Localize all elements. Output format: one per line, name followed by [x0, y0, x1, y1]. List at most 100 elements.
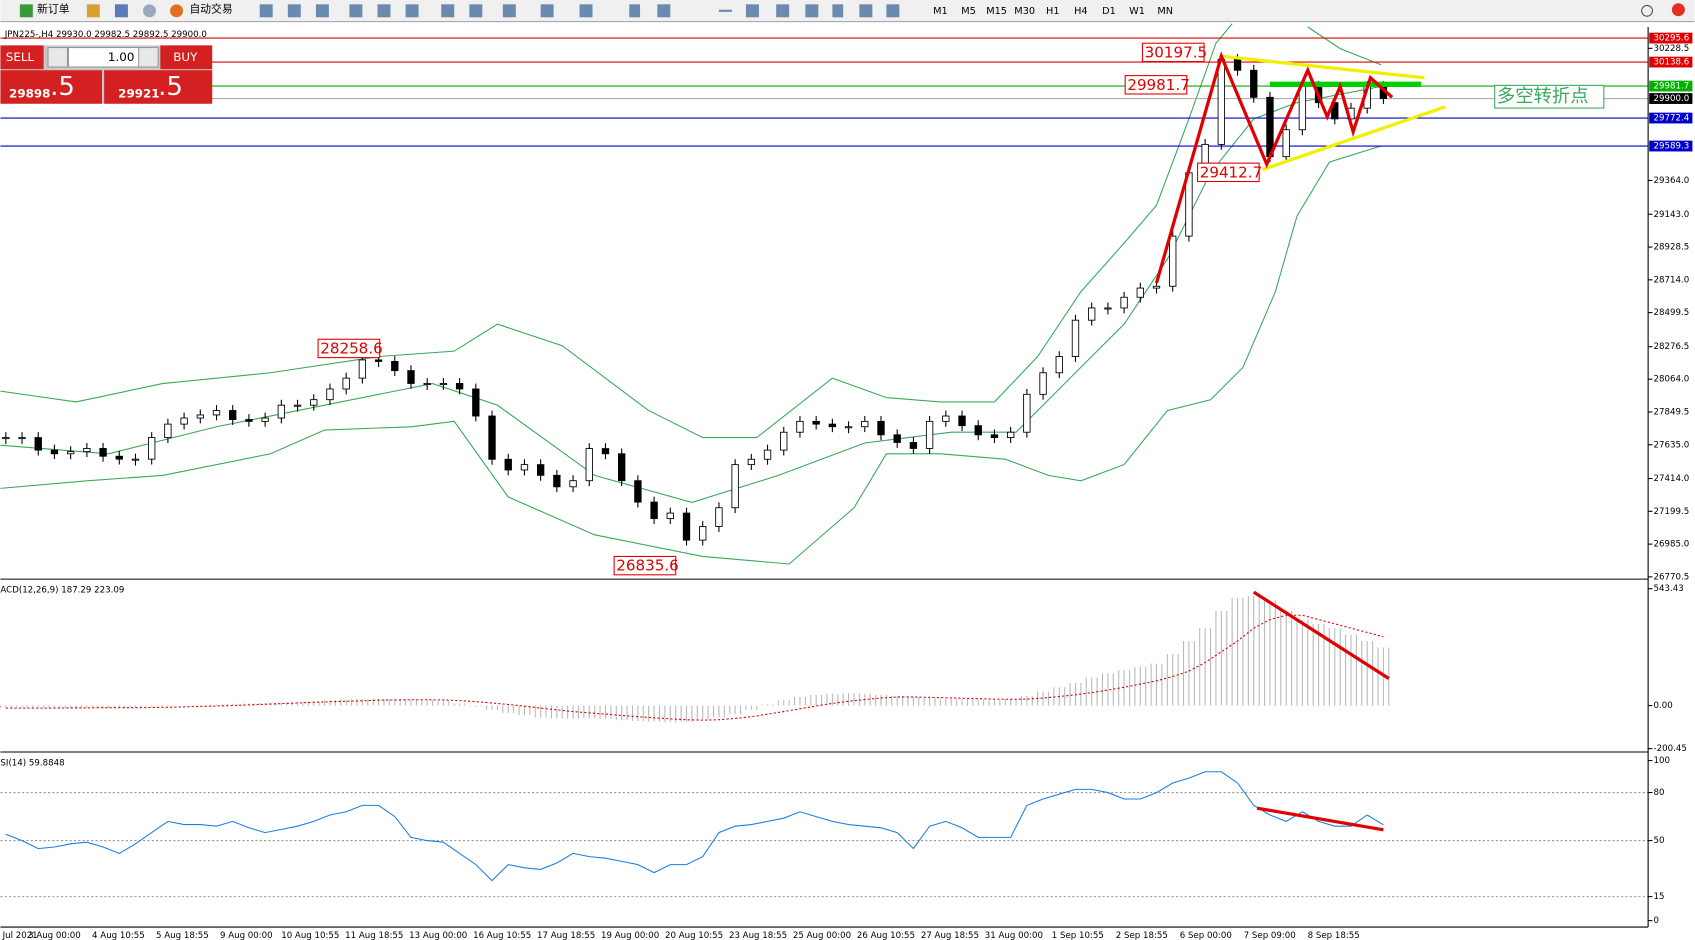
- candle-body: [828, 423, 837, 428]
- y-tick-label: 50: [1654, 836, 1665, 846]
- timeframe-button[interactable]: D1: [1102, 6, 1116, 17]
- timeframe-button[interactable]: M30: [1014, 6, 1035, 17]
- candle-body: [553, 474, 561, 488]
- candle-body: [893, 434, 901, 443]
- auto-trade-icon[interactable]: [170, 4, 184, 18]
- timeframe-button[interactable]: M15: [986, 6, 1007, 17]
- candle-body: [618, 453, 626, 482]
- macd-panel: 543.43 0.00 -200.45: [0, 584, 1687, 754]
- sell-label[interactable]: SELL: [6, 50, 35, 64]
- hline-icon[interactable]: [718, 9, 732, 12]
- fibo-icon[interactable]: [805, 4, 819, 18]
- candle-body: [1250, 69, 1258, 98]
- volume-up[interactable]: [138, 47, 159, 68]
- buy-label[interactable]: BUY: [173, 50, 198, 64]
- sell-button[interactable]: [0, 45, 44, 70]
- macd-divergence-arrow: [1252, 590, 1390, 680]
- sell-price-last[interactable]: .5: [50, 72, 75, 102]
- y-tick-label: 28064.0: [1654, 375, 1690, 385]
- buy-button[interactable]: [160, 45, 213, 70]
- y-tick-label: 100: [1654, 756, 1670, 766]
- timeframe-button[interactable]: M1: [933, 6, 948, 17]
- candle-body: [164, 423, 172, 439]
- y-tick-label: 29364.0: [1654, 176, 1690, 186]
- notification-icon[interactable]: [1671, 3, 1685, 17]
- buy-price-last[interactable]: .5: [158, 72, 183, 102]
- indicators-icon[interactable]: [502, 4, 516, 18]
- scroll-icon[interactable]: [441, 4, 455, 18]
- search-icon[interactable]: [1641, 4, 1653, 17]
- candle-body: [666, 512, 674, 520]
- timeframe-button[interactable]: H1: [1046, 6, 1060, 17]
- buy-price-main[interactable]: 29921: [118, 87, 159, 101]
- timeframe-button[interactable]: W1: [1129, 6, 1145, 17]
- y-tick-label: 80: [1654, 788, 1665, 798]
- candle-body: [763, 449, 772, 460]
- periods-icon[interactable]: [540, 4, 554, 18]
- candle-body: [83, 447, 91, 453]
- candle-body: [925, 420, 934, 449]
- bar-chart-icon[interactable]: [259, 4, 273, 18]
- candle-body: [699, 526, 707, 541]
- date-label: 4 Aug 10:55: [92, 931, 145, 940]
- macd-signal-line: [5, 614, 1384, 721]
- buy-price-box[interactable]: [104, 70, 213, 104]
- channel-icon[interactable]: [776, 4, 790, 18]
- tool-icon[interactable]: [86, 4, 100, 18]
- zoom-out-icon[interactable]: [377, 4, 391, 18]
- text-icon[interactable]: [832, 4, 844, 18]
- candle-body: [407, 370, 415, 384]
- timeframe-button[interactable]: H4: [1074, 6, 1088, 17]
- timeframe-button[interactable]: M5: [961, 6, 976, 17]
- candle-body: [1006, 431, 1015, 439]
- shift-icon[interactable]: [469, 4, 483, 18]
- zoom-in-icon[interactable]: [349, 4, 363, 18]
- y-tick-label: 30228.5: [1654, 44, 1690, 54]
- rsi-panel: 100 80 50 15 0: [0, 756, 1670, 926]
- sell-price-box[interactable]: [0, 70, 102, 104]
- volume-value[interactable]: 1.00: [108, 50, 134, 64]
- candle-body: [1120, 296, 1128, 309]
- candle-body: [472, 388, 480, 417]
- candle-body: [780, 431, 788, 451]
- candle-body: [601, 448, 610, 455]
- candle-body: [650, 501, 658, 520]
- sell-price-main[interactable]: 29898: [9, 87, 50, 101]
- annotation: 28258.6: [320, 339, 382, 357]
- wave-arrows: [1154, 51, 1394, 284]
- level-label: 30138.6: [1654, 58, 1690, 68]
- candle-body: [1104, 307, 1112, 310]
- crosshair-icon[interactable]: [657, 4, 671, 18]
- line-chart-icon[interactable]: [315, 4, 329, 18]
- candle-body: [1282, 129, 1290, 158]
- y-tick-label: 28928.5: [1654, 243, 1690, 253]
- arrows-icon[interactable]: [886, 4, 900, 18]
- tile-icon[interactable]: [405, 4, 419, 18]
- candle-body: [34, 437, 42, 451]
- candle-body: [747, 458, 756, 466]
- candle-chart-icon[interactable]: [287, 4, 301, 18]
- volume-down[interactable]: [47, 47, 68, 68]
- candle-body: [261, 417, 269, 422]
- date-label: 16 Aug 10:55: [473, 931, 531, 940]
- date-label: 27 Aug 18:55: [921, 931, 979, 940]
- level-label: 29900.0: [1654, 94, 1690, 104]
- new-order-icon[interactable]: [19, 4, 33, 18]
- resistance-line: [1221, 54, 1425, 80]
- tool-icon[interactable]: [143, 4, 157, 18]
- new-order-button[interactable]: 新订单: [37, 2, 70, 16]
- label-icon[interactable]: [859, 4, 873, 18]
- trendline-icon[interactable]: [745, 4, 759, 18]
- candle-body: [293, 404, 302, 407]
- chart-header: JPN225-,H4 29930.0 29982.5 29892.5 29900…: [4, 30, 207, 40]
- level-label-bg: [1649, 56, 1693, 68]
- tool-icon[interactable]: [114, 4, 128, 18]
- templates-icon[interactable]: [579, 4, 593, 18]
- cursor-icon[interactable]: [629, 4, 641, 18]
- candle-body: [391, 361, 399, 372]
- date-label: 8 Sep 18:55: [1308, 931, 1360, 940]
- timeframe-button[interactable]: MN: [1157, 6, 1173, 17]
- candle-body: [861, 420, 869, 428]
- auto-trade-button[interactable]: 自动交易: [190, 2, 233, 16]
